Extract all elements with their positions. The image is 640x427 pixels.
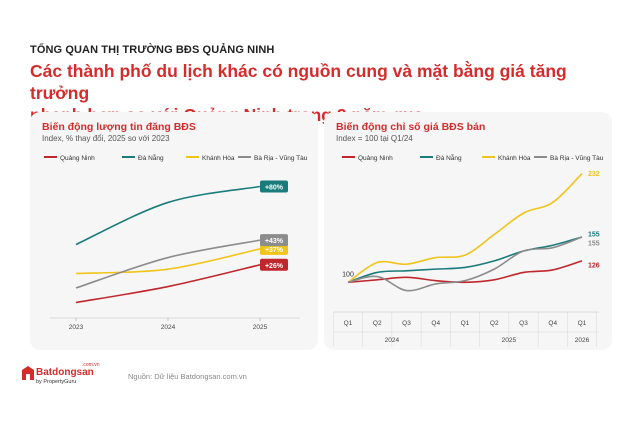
x-tick-label: Q2 xyxy=(490,320,499,327)
x-tick-label: 2023 xyxy=(69,324,84,331)
listings-chart-panel: Biến động lượng tin đăng BĐS Index, % th… xyxy=(30,112,318,350)
price-index-chart: Quảng Ninh Đà Nẵng Khánh Hòa Bà Rịa - Vũng … xyxy=(333,153,604,347)
x-tick-label: Q1 xyxy=(461,320,470,327)
series-line-ba_ria xyxy=(75,239,261,289)
series-line-quang_ninh xyxy=(347,260,583,284)
price-index-chart-panel: Biến động chỉ số giá BĐS bán Index = 100… xyxy=(324,112,612,350)
kicker: TỔNG QUAN THỊ TRƯỜNG BĐS QUẢNG NINH xyxy=(30,44,275,56)
legend-label: Khánh Hòa xyxy=(498,155,531,162)
headline-line-1: Các thành phố du lịch khác có nguồn cung… xyxy=(30,61,567,103)
brand-tld: .com.vn xyxy=(82,362,100,368)
end-label: 232 xyxy=(588,171,600,178)
end-label: +80% xyxy=(265,185,284,192)
end-label: +26% xyxy=(265,263,284,270)
end-label: 155 xyxy=(588,241,600,248)
chart-subtitle: Index = 100 tại Q1/24 xyxy=(336,134,413,143)
end-label-box xyxy=(260,258,288,271)
end-label-box xyxy=(260,234,288,247)
brand-byline: by PropertyGuru xyxy=(36,379,77,385)
x-tick-label: 2025 xyxy=(253,324,268,331)
x-tick-label: Q4 xyxy=(431,320,440,327)
source-note: Nguồn: Dữ liệu Batdongsan.com.vn xyxy=(128,372,247,381)
x-tick-label: 2024 xyxy=(161,324,176,331)
end-label: +37% xyxy=(265,247,284,254)
brand-name: Batdongsan xyxy=(36,367,94,378)
series-line-da_nang xyxy=(75,185,261,246)
series-line-khanh_hoa xyxy=(75,248,261,275)
x-tick-label: Q3 xyxy=(402,320,411,327)
legend-label: Đà Nẵng xyxy=(138,153,164,162)
legend-label: Bà Rịa - Vũng Tàu xyxy=(550,155,604,162)
chart-title: Biến động chỉ số giá BĐS bán xyxy=(336,121,486,133)
end-label: +43% xyxy=(265,238,284,245)
start-label: 100 xyxy=(342,271,354,278)
end-label: 155 xyxy=(588,232,600,239)
end-label-box xyxy=(260,180,288,193)
legend-label: Khánh Hòa xyxy=(202,155,235,162)
legend-label: Quảng Ninh xyxy=(60,155,95,162)
brand-logo-icon xyxy=(22,366,34,380)
series-line-ba_ria xyxy=(347,236,583,292)
chart-title: Biến động lượng tin đăng BĐS xyxy=(42,121,196,133)
legend-label: Đà Nẵng xyxy=(436,153,462,162)
series-line-quang_ninh xyxy=(75,264,261,304)
x-tick-label: Q2 xyxy=(373,320,382,327)
year-label: 2025 xyxy=(502,337,517,344)
year-label: 2026 xyxy=(575,337,590,344)
chart-subtitle: Index, % thay đổi, 2025 so với 2023 xyxy=(42,134,170,143)
x-tick-label: Q4 xyxy=(548,320,557,327)
listings-chart: Quảng Ninh Đà Nẵng Khánh Hòa Bà Rịa - Vũng … xyxy=(44,153,308,331)
series-line-da_nang xyxy=(347,236,583,284)
x-tick-label: Q1 xyxy=(578,320,587,327)
x-tick-label: Q1 xyxy=(344,320,353,327)
legend-label: Quảng Ninh xyxy=(358,155,393,162)
x-tick-label: Q3 xyxy=(519,320,528,327)
legend-label: Bà Rịa - Vũng Tàu xyxy=(254,155,308,162)
year-label: 2024 xyxy=(385,337,400,344)
series-line-khanh_hoa xyxy=(347,173,583,283)
end-label: 126 xyxy=(588,262,600,269)
